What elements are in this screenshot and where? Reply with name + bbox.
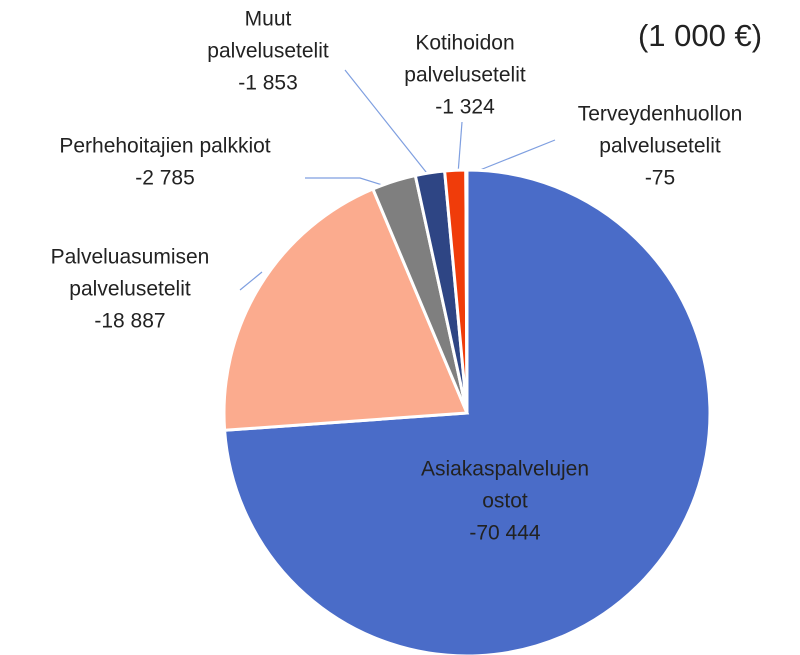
slice-label: Perhehoitajien palkkiot xyxy=(59,135,270,158)
slice-label: palvelusetelit xyxy=(404,64,526,87)
slice-label: ostot xyxy=(482,490,528,513)
value-label: -1 324 xyxy=(435,96,495,119)
value-label: -1 853 xyxy=(238,72,298,95)
slice-label: palvelusetelit xyxy=(599,135,721,158)
leader-line xyxy=(344,69,431,178)
leader-line xyxy=(469,139,556,175)
pie-slice xyxy=(222,187,470,432)
pie-slice xyxy=(464,168,469,414)
chart-title: (1 000 €) xyxy=(638,18,762,53)
value-label: -75 xyxy=(645,167,675,190)
slice-label: Kotihoidon xyxy=(415,32,514,55)
slice-label: palvelusetelit xyxy=(207,40,329,63)
value-label: -2 785 xyxy=(135,167,195,190)
slice-label: Asiakaspalvelujen xyxy=(421,458,589,481)
slice-label: Muut xyxy=(245,8,292,31)
slice-label: Palveluasumisen xyxy=(51,246,210,269)
slice-label: Terveydenhuollon xyxy=(578,103,743,126)
value-label: -18 887 xyxy=(94,310,165,333)
leader-line xyxy=(457,121,463,175)
value-label: -70 444 xyxy=(469,522,541,545)
leader-line xyxy=(239,271,263,291)
slice-label: palvelusetelit xyxy=(69,278,191,301)
